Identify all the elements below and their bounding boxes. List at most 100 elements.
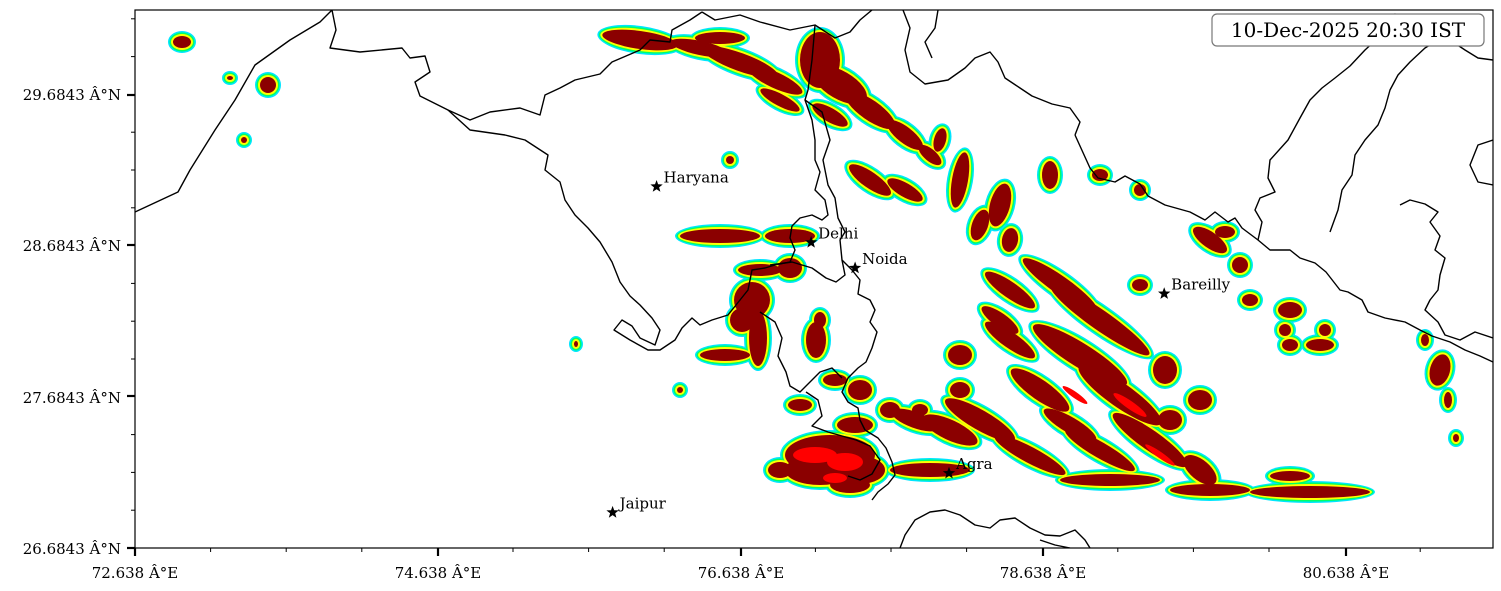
contour-blob (1429, 354, 1451, 386)
contour-blob (1043, 408, 1097, 442)
y-tick-labels: 29.6843 Â°N 28.6843 Â°N 27.6843 Â°N 26.6… (23, 86, 121, 558)
contour-blob (260, 77, 276, 93)
city-bareilly: Bareilly (1158, 276, 1231, 299)
x-tick-label: 76.638 Â°E (698, 564, 785, 582)
contour-blob (1010, 368, 1070, 412)
city-haryana: Haryana (650, 169, 729, 192)
contour-blob (1188, 390, 1212, 410)
contour-blob (823, 374, 847, 386)
contour-core (1062, 386, 1088, 404)
star-icon (1158, 287, 1171, 299)
y-tick-label: 26.6843 Â°N (23, 540, 121, 558)
contour-blob (1278, 302, 1302, 318)
contour-core (1113, 393, 1147, 417)
contour-blob (985, 271, 1035, 309)
contour-blob (1183, 455, 1217, 485)
boundary-east-north (902, 10, 1081, 136)
city-label: Jaipur (618, 494, 667, 512)
contour-blob (1250, 486, 1370, 498)
contour-blob (1270, 471, 1310, 481)
boundary-north (701, 10, 873, 39)
contour-blob (1215, 226, 1235, 238)
state-boundaries (135, 10, 1493, 548)
contour-blob (1279, 324, 1291, 336)
city-label: Haryana (664, 169, 729, 187)
boundary-rajasthan-haryana (329, 10, 703, 121)
contour-blob (738, 264, 782, 276)
contour-blob (1242, 294, 1258, 306)
contour-blob (241, 137, 247, 143)
contour-blob (1050, 284, 1150, 356)
precipitation-contours (168, 24, 1464, 503)
contour-blob (173, 36, 191, 48)
contour-blob (806, 322, 826, 358)
contour-blob (1092, 169, 1108, 181)
boundary-far-east-2 (1399, 199, 1493, 341)
contour-blob (848, 380, 872, 400)
contour-blob (1421, 334, 1429, 346)
contour-blob (749, 310, 767, 366)
contour-blob (768, 462, 792, 478)
contour-blob (1153, 356, 1177, 384)
city-label: Delhi (818, 224, 858, 242)
contour-blob (948, 345, 972, 365)
boundary-agra-region (805, 391, 881, 481)
contour-core (827, 453, 863, 471)
contour-blob (849, 164, 891, 196)
contour-blob (970, 209, 990, 241)
plot-frame (134, 9, 1494, 549)
boundary-far-east-4 (1329, 39, 1439, 233)
boundary-south-2 (1039, 539, 1071, 548)
contour-blob (1158, 410, 1182, 430)
star-icon (650, 180, 663, 192)
city-noida: Noida (848, 250, 908, 274)
contour-blob (886, 120, 924, 150)
timestamp-label: 10-Dec-2025 20:30 IST (1231, 18, 1466, 42)
city-label: Agra (955, 455, 993, 473)
city-label: Bareilly (1171, 276, 1230, 294)
contour-blob (1232, 257, 1248, 273)
contour-blob (1453, 434, 1459, 442)
x-tick-label: 72.638 Â°E (92, 564, 179, 582)
x-tick-labels: 72.638 Â°E 74.638 Â°E 76.638 Â°E 78.638 … (92, 564, 1390, 582)
y-tick-label: 29.6843 Â°N (23, 86, 121, 104)
city-jaipur: Jaipur (606, 494, 667, 518)
boundary-haryana-inner (447, 99, 829, 351)
y-tick-label: 27.6843 Â°N (23, 389, 121, 407)
contour-blob (227, 76, 233, 80)
contour-blob (891, 408, 939, 432)
contour-blob (695, 32, 745, 44)
contour-blob (844, 90, 896, 130)
star-icon (942, 466, 956, 479)
city-label: Noida (862, 250, 908, 268)
contour-blob (1306, 339, 1334, 351)
contour-blob (730, 308, 754, 332)
star-icon (848, 261, 862, 274)
axis-ticks (127, 18, 1421, 556)
contour-blob (988, 183, 1012, 227)
timestamp-box: 10-Dec-2025 20:30 IST (1211, 13, 1485, 47)
boundary-east-2 (924, 10, 939, 59)
boundary-nepal (1074, 134, 1493, 363)
contour-blob (1042, 161, 1058, 189)
boundary-central (759, 311, 843, 393)
contour-blob (922, 414, 978, 446)
contour-blob (1282, 339, 1298, 351)
contour-blob (726, 156, 734, 164)
contour-blob (837, 417, 873, 433)
x-tick-label: 78.638 Â°E (1000, 564, 1087, 582)
boundary-far-east-1 (1469, 139, 1493, 186)
contour-blob (760, 88, 800, 112)
star-icon (804, 235, 818, 248)
contour-blob (1132, 279, 1148, 291)
contour-blob (1112, 412, 1188, 468)
contour-blob (1032, 324, 1128, 386)
contour-level-5 (793, 386, 1175, 483)
contour-core (793, 447, 837, 463)
contour-blob (933, 128, 947, 152)
contour-blob (1444, 392, 1452, 408)
contour-blob (981, 306, 1019, 334)
